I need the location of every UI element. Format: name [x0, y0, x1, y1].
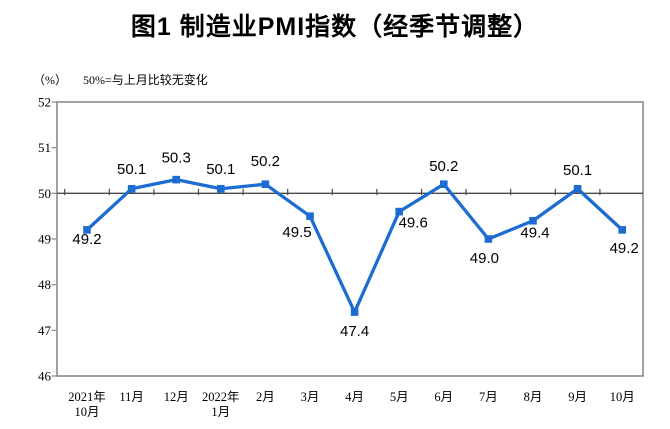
- chart-title: 图1 制造业PMI指数（经季节调整）: [130, 13, 540, 41]
- x-tick-label: 4月: [345, 390, 364, 404]
- data-point-label: 50.2: [429, 158, 458, 175]
- x-tick-label: 3月: [301, 390, 320, 404]
- x-tick-label: 9月: [568, 390, 587, 404]
- x-tick-label: 10月: [74, 405, 99, 419]
- data-point-marker: [440, 180, 448, 188]
- data-point-marker: [127, 184, 136, 193]
- x-tick-label: 8月: [524, 390, 543, 404]
- data-point-marker: [83, 226, 91, 234]
- x-tick-label: 6月: [434, 390, 453, 404]
- x-tick-label: 10月: [610, 390, 635, 404]
- y-tick-label: 49: [38, 232, 51, 247]
- y-tick-label: 50: [38, 186, 51, 201]
- data-point-label: 50.2: [251, 153, 280, 170]
- unit-label: （%）: [33, 73, 67, 87]
- axis-note: （%） 50%=与上月比较无变化: [33, 71, 208, 88]
- data-point-marker: [484, 235, 493, 243]
- x-tick-label: 5月: [390, 390, 409, 404]
- data-point-marker: [217, 184, 225, 193]
- data-point-marker: [306, 212, 314, 220]
- data-point-label: 50.1: [117, 161, 146, 178]
- data-point-marker: [529, 216, 537, 225]
- data-point-label: 49.6: [399, 215, 428, 232]
- reference-note: 50%=与上月比较无变化: [83, 73, 208, 87]
- data-point-label: 49.2: [610, 240, 639, 257]
- data-point-label: 50.3: [162, 150, 191, 167]
- data-point-label: 50.1: [563, 162, 592, 179]
- y-tick-label: 52: [38, 95, 51, 110]
- data-point-marker: [395, 207, 403, 216]
- x-tick-label: 1月: [211, 405, 230, 419]
- y-tick-label: 48: [38, 277, 51, 292]
- data-point-label: 49.2: [72, 231, 101, 248]
- data-point-label: 47.4: [340, 323, 369, 340]
- data-point-label: 49.5: [282, 224, 311, 241]
- data-point-marker: [618, 226, 626, 234]
- x-tick-label: 11月: [119, 390, 144, 404]
- y-tick-label: 46: [38, 369, 52, 384]
- data-point-label: 49.0: [470, 250, 499, 267]
- x-tick-label: 7月: [479, 390, 498, 404]
- data-point-marker: [573, 184, 582, 193]
- data-point-marker: [261, 180, 270, 188]
- x-tick-label: 12月: [164, 390, 189, 404]
- y-tick-label: 47: [38, 323, 52, 338]
- data-point-label: 49.4: [520, 225, 549, 242]
- y-tick-label: 51: [38, 140, 51, 155]
- data-point-marker: [172, 175, 180, 184]
- x-tick-label: 2022年: [202, 390, 240, 404]
- data-point-label: 50.1: [206, 161, 235, 178]
- pmi-series-line: [85, 177, 624, 314]
- x-tick-label: 2月: [256, 390, 275, 404]
- x-tick-label: 2021年: [68, 390, 106, 404]
- data-point-marker: [350, 308, 359, 316]
